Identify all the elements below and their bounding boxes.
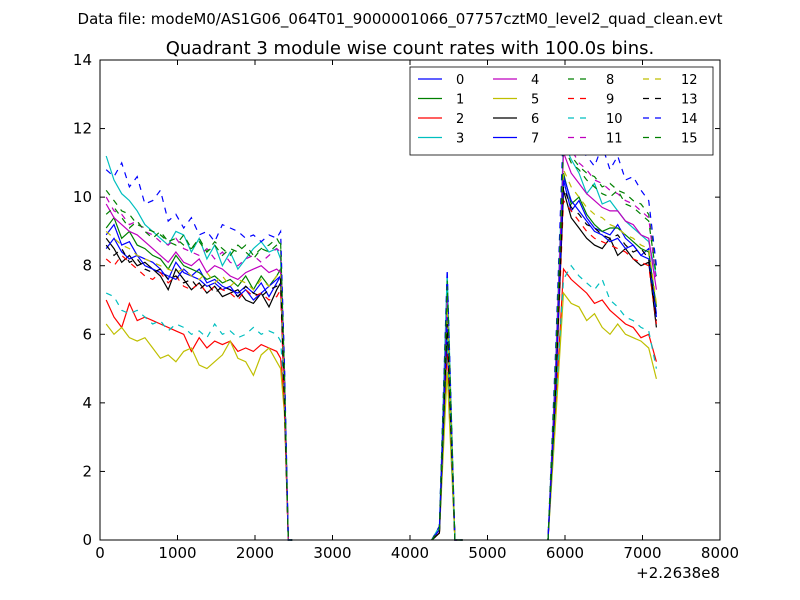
legend-label-5: 5 (531, 93, 539, 108)
legend-label-9: 9 (606, 93, 614, 108)
series-14 (105, 120, 657, 541)
legend-label-8: 8 (606, 73, 614, 88)
legend-label-14: 14 (681, 112, 698, 127)
series-1-line-segment-2 (547, 172, 657, 541)
legend-box (409, 66, 714, 156)
series-10-line-segment-1 (431, 337, 463, 541)
legend-label-11: 11 (606, 132, 623, 147)
series-4-line-segment-0 (105, 203, 293, 541)
series-10-line-segment-0 (105, 292, 293, 541)
series-0-line-segment-0 (105, 223, 293, 541)
series-15-line-segment-1 (431, 286, 463, 541)
series-6-line-segment-0 (105, 237, 293, 541)
series-8-line-segment-2 (547, 135, 657, 541)
series-13-line-segment-1 (431, 323, 463, 541)
series-5-line-segment-0 (105, 323, 293, 541)
series-10 (105, 264, 657, 541)
x-tick-label: 7000 (623, 544, 661, 562)
x-tick-label: 0 (95, 544, 105, 562)
x-axis: 0 1000 2000 3000 4000 5000 6000 7000 8000 (95, 60, 739, 562)
x-tick-label: 5000 (468, 544, 506, 562)
series-0 (105, 179, 657, 541)
series-6-line-segment-2 (547, 190, 657, 541)
x-tick-label: 1000 (158, 544, 196, 562)
chart-title: Quadrant 3 module wise count rates with … (166, 38, 655, 59)
series-13-line-segment-0 (105, 244, 293, 541)
series-13-line-segment-2 (547, 186, 657, 541)
y-tick-label: 2 (82, 462, 92, 480)
series-2 (105, 267, 657, 541)
legend-label-7: 7 (531, 132, 539, 147)
y-tick-label: 12 (73, 120, 92, 138)
y-tick-label: 6 (82, 325, 92, 343)
series-3-line-segment-0 (105, 155, 293, 541)
series-9 (105, 198, 657, 541)
x-tick-label: 6000 (546, 544, 584, 562)
series-15-line-segment-2 (547, 145, 657, 541)
legend-label-12: 12 (681, 73, 698, 88)
legend-label-4: 4 (531, 73, 539, 88)
legend-label-0: 0 (456, 73, 464, 88)
y-tick-label: 0 (82, 531, 92, 549)
y-tick-label: 4 (82, 394, 92, 412)
series-12-line-segment-0 (105, 230, 293, 541)
series-2-line-segment-0 (105, 299, 293, 541)
x-tick-label: 2000 (236, 544, 274, 562)
plot-lines (105, 120, 657, 541)
series-12 (105, 169, 657, 541)
y-tick-label: 14 (73, 51, 92, 69)
x-tick-label: 8000 (701, 544, 739, 562)
series-7-line-segment-0 (105, 237, 293, 541)
legend-label-2: 2 (456, 112, 464, 127)
series-14-line-segment-0 (105, 161, 293, 541)
series-12-line-segment-2 (547, 169, 657, 541)
series-4-line-segment-2 (547, 152, 657, 541)
series-9-line-segment-2 (547, 198, 657, 541)
y-tick-label: 10 (73, 188, 92, 206)
series-2-line-segment-2 (547, 267, 657, 541)
chart-suptitle: Data file: modeM0/AS1G06_064T01_90000010… (78, 10, 723, 29)
series-8 (105, 135, 657, 541)
series-15-line-segment-0 (105, 206, 293, 541)
legend-label-6: 6 (531, 112, 539, 127)
y-tick-label: 8 (82, 257, 92, 275)
series-10-line-segment-2 (547, 264, 657, 541)
x-tick-label: 4000 (391, 544, 429, 562)
x-axis-offset-label: +2.2638e8 (636, 564, 720, 582)
legend-label-1: 1 (456, 93, 464, 108)
legend-label-3: 3 (456, 132, 464, 147)
legend-label-15: 15 (681, 132, 698, 147)
series-5 (105, 291, 657, 541)
series-5-line-segment-2 (547, 291, 657, 541)
legend-label-13: 13 (681, 93, 698, 108)
series-7-line-segment-2 (547, 176, 657, 541)
x-tick-label: 3000 (313, 544, 351, 562)
legend-label-10: 10 (606, 112, 623, 127)
series-13 (105, 186, 657, 541)
series-7 (105, 176, 657, 541)
series-5-line-segment-1 (431, 371, 463, 541)
series-11-line-segment-0 (105, 196, 293, 541)
series-1 (105, 172, 657, 541)
